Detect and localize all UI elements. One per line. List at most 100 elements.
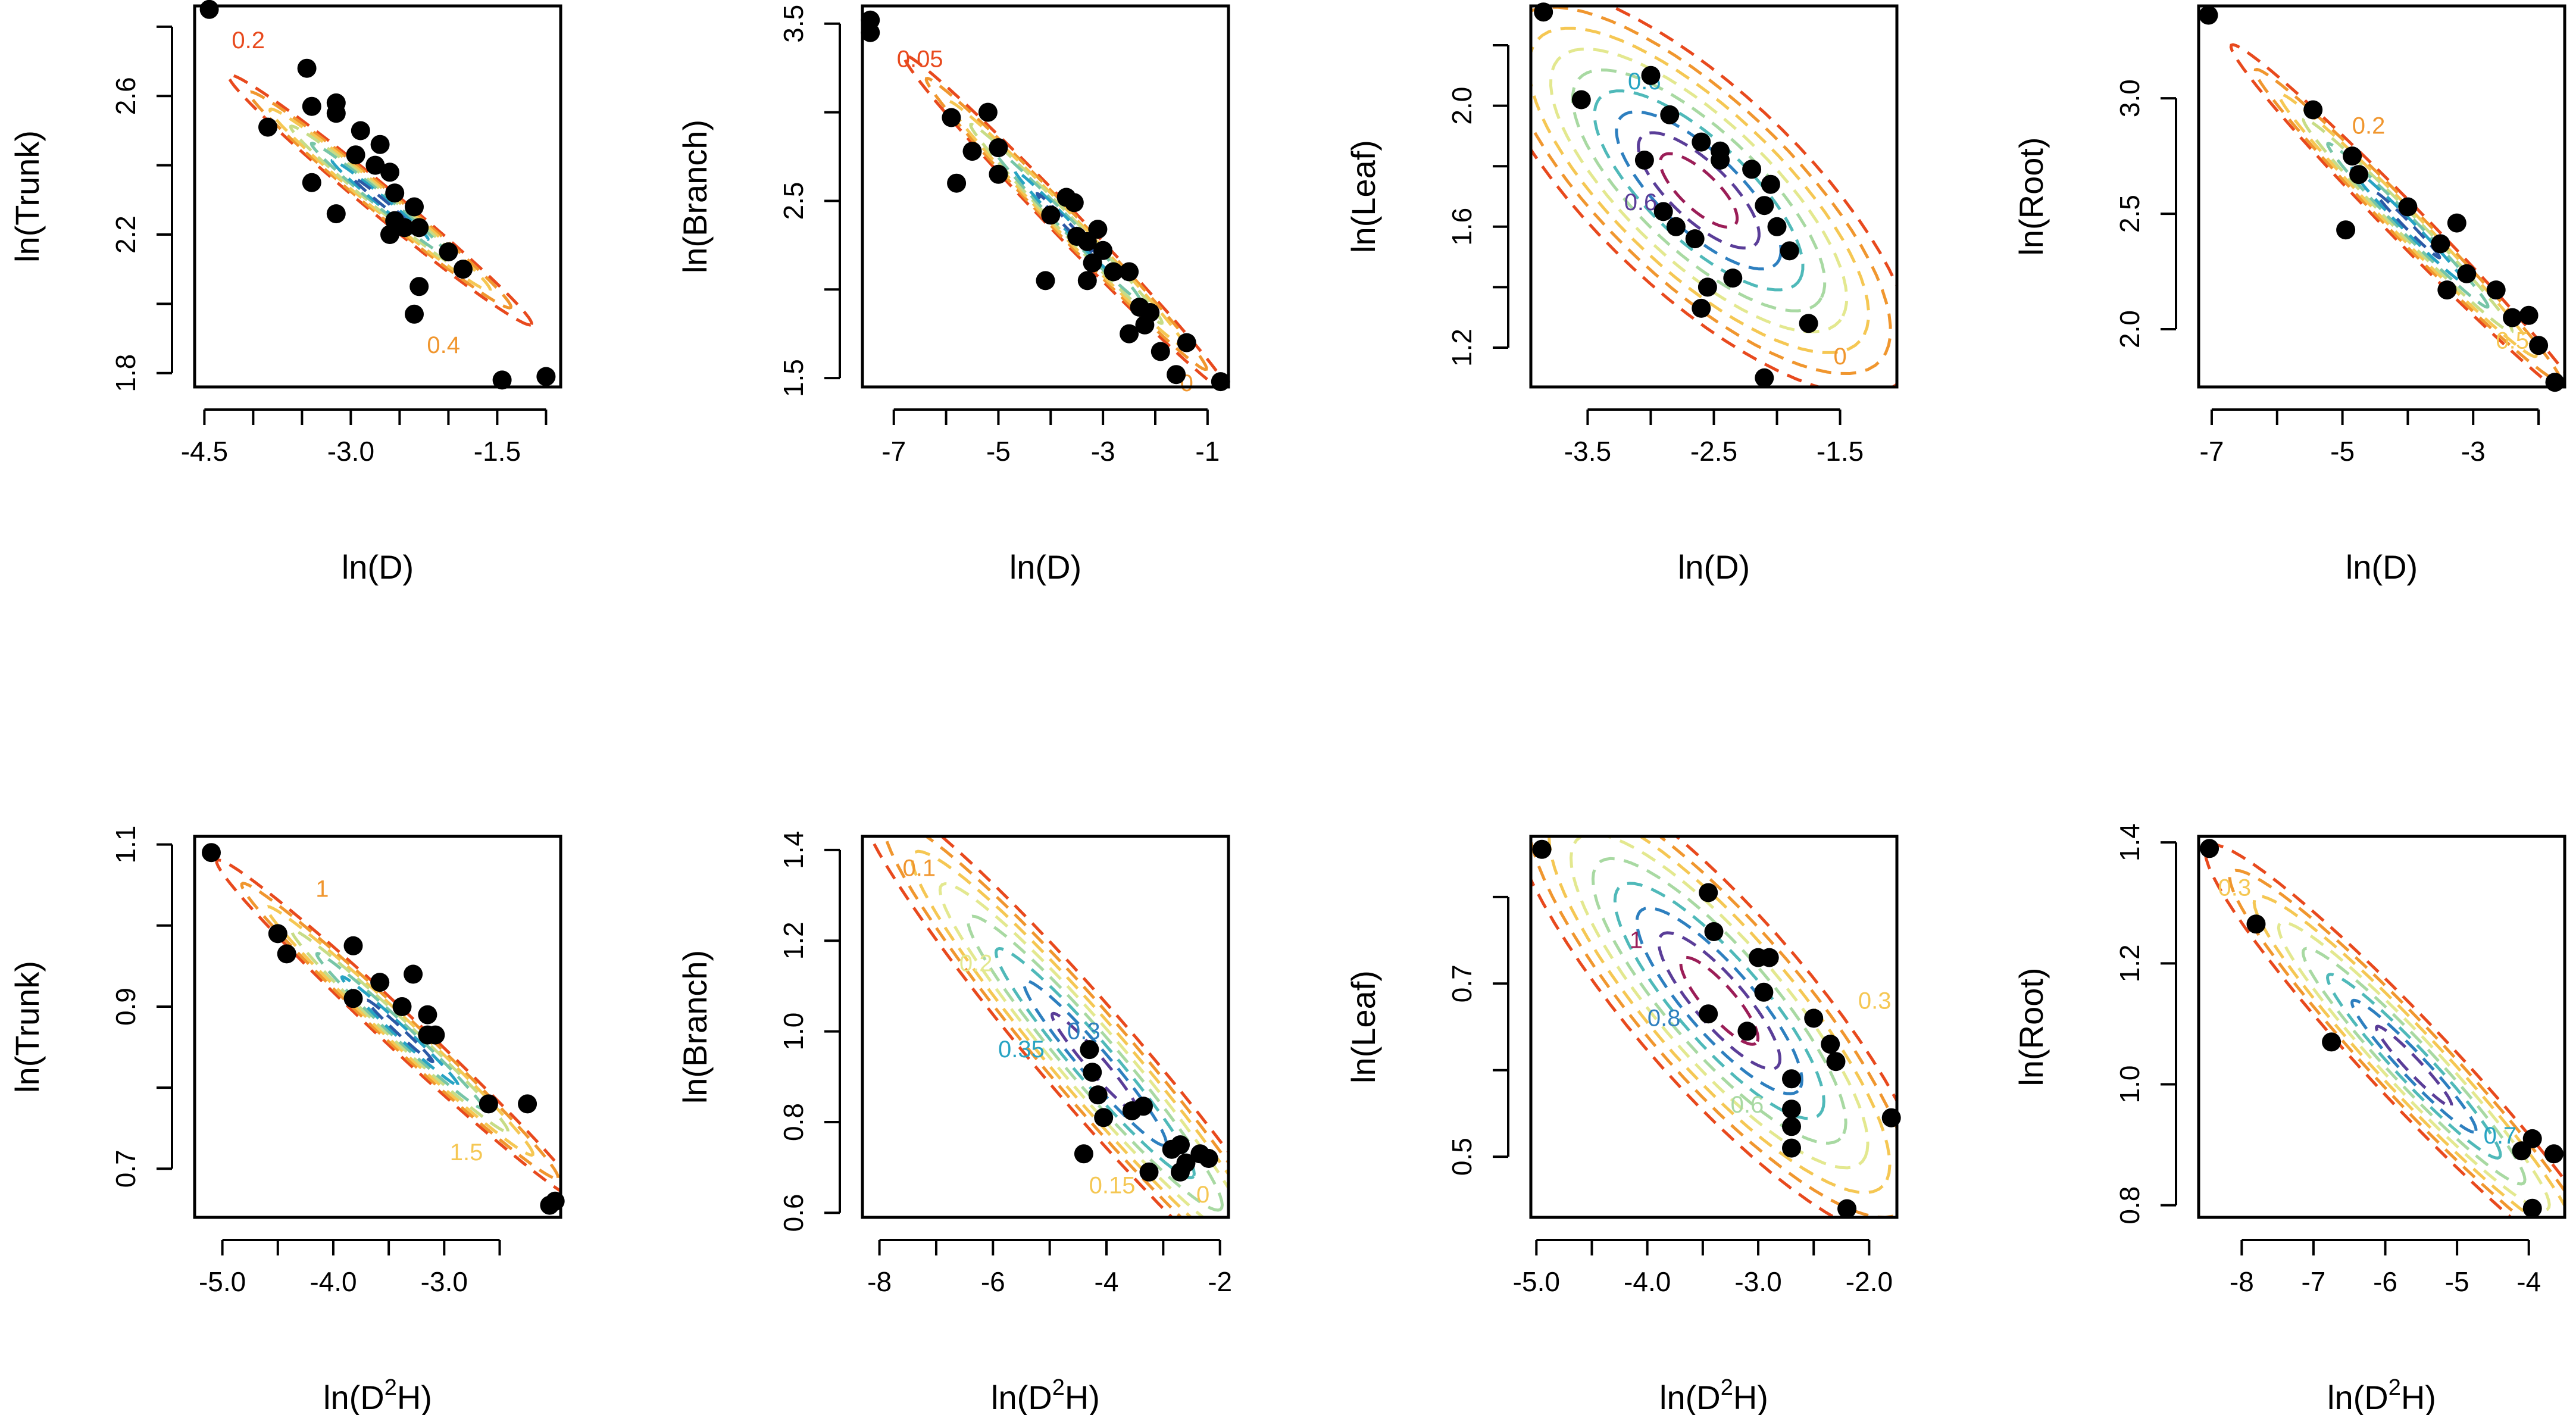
data-point	[405, 304, 424, 324]
data-point	[1754, 982, 1774, 1002]
data-point	[1699, 1004, 1718, 1024]
data-point	[2343, 146, 2362, 166]
contour-level-0-4	[2302, 117, 2514, 334]
data-point	[1782, 1069, 1801, 1089]
data-point	[380, 163, 399, 182]
data-point	[1171, 1162, 1190, 1182]
contour-level-0-35	[1036, 192, 1098, 256]
y-axis-title: ln(Leaf)	[1345, 970, 1382, 1083]
plot-frame	[1529, 835, 1899, 1219]
data-point	[1692, 132, 1711, 152]
contour-level-0-5	[215, 858, 561, 1194]
x-tick-label: -1.5	[1817, 436, 1864, 467]
data-point	[1660, 105, 1680, 124]
x-tick-label: -1	[1195, 436, 1220, 467]
plot-frame	[193, 835, 562, 1219]
data-point	[1666, 217, 1686, 236]
x-tick-label: -5	[2330, 436, 2355, 467]
data-point	[351, 121, 370, 140]
data-point	[1704, 922, 1724, 941]
data-point	[1151, 342, 1170, 361]
data-point	[2199, 5, 2218, 25]
x-tick-label: -5.0	[199, 1266, 246, 1297]
y-tick-label: 1.0	[2114, 1066, 2145, 1104]
data-point	[1826, 1052, 1846, 1072]
contour-level-0-5	[2326, 142, 2490, 309]
data-point	[1723, 268, 1743, 288]
data-point	[1782, 1099, 1801, 1119]
x-tick-label: -8	[867, 1266, 892, 1297]
x-tick-label: -7	[881, 436, 906, 467]
y-tick-label: 1.2	[778, 922, 809, 960]
data-point	[392, 997, 412, 1016]
x-axis-title: ln(D)	[342, 548, 414, 586]
y-axis-title: ln(Root)	[2012, 967, 2050, 1086]
data-point	[1167, 365, 1186, 385]
contour-level-0-6	[268, 107, 492, 293]
x-tick-label: -8	[2230, 1266, 2254, 1297]
data-point	[426, 1025, 445, 1045]
x-tick-label: -3.0	[1734, 1266, 1781, 1297]
contour-group	[2203, 842, 2565, 1217]
data-point	[536, 367, 556, 386]
data-point	[365, 155, 385, 175]
data-point	[2398, 197, 2418, 217]
contour-label: 0.2	[2352, 113, 2386, 139]
data-point	[2200, 839, 2219, 858]
plot-frame	[193, 4, 562, 389]
y-tick-label: 0.8	[778, 1103, 809, 1141]
data-point	[479, 1094, 498, 1114]
data-point	[1641, 65, 1661, 85]
data-point	[962, 142, 982, 161]
contour-group	[1531, 6, 1897, 387]
x-tick-label: -4	[1095, 1266, 1119, 1297]
contour-label: 0.05	[897, 46, 943, 72]
data-point	[1120, 324, 1139, 343]
x-tick-label: -3	[2461, 436, 2486, 467]
y-tick-label: 2.0	[2114, 310, 2145, 348]
contour-level-0-5	[1569, 836, 1870, 1170]
data-point	[1080, 1040, 1099, 1060]
x-tick-label: -2.0	[1846, 1266, 1893, 1297]
data-point	[1761, 174, 1780, 194]
contour-level-0-3	[1549, 48, 1849, 333]
data-point	[1799, 314, 1818, 333]
data-point	[302, 173, 321, 192]
contour-label: 0.2	[959, 950, 993, 976]
contour-label: 1	[1630, 927, 1643, 954]
y-tick-label: 1.8	[110, 354, 141, 392]
data-point	[1077, 271, 1097, 291]
contour-label: 0.6	[1731, 1092, 1764, 1118]
data-point	[1088, 1085, 1108, 1105]
data-point	[2246, 914, 2266, 934]
contour-level-1-2	[330, 158, 430, 242]
data-point	[2544, 1144, 2564, 1164]
data-point	[439, 242, 458, 262]
contour-level-0-4	[2277, 920, 2551, 1212]
contour-level-0-4	[1051, 1011, 1140, 1115]
y-axis-title: ln(Leaf)	[1345, 140, 1382, 253]
data-point	[370, 973, 390, 992]
data-point	[2322, 1032, 2341, 1052]
data-point	[518, 1094, 537, 1114]
contour-level-0-2	[938, 882, 1228, 1217]
plot-frame	[2197, 4, 2566, 389]
data-point	[978, 102, 998, 122]
data-point	[380, 225, 399, 244]
contour-level-2-5	[315, 951, 484, 1110]
data-point	[268, 924, 287, 944]
x-tick-label: -4	[2516, 1266, 2541, 1297]
x-axis-title: ln(D2H)	[2327, 1375, 2436, 1415]
data-point	[404, 964, 423, 984]
contour-level-0-7	[2374, 191, 2441, 260]
contour-level-0-6	[1591, 857, 1847, 1145]
data-point	[326, 104, 346, 123]
contour-level-0-7	[2350, 998, 2478, 1134]
data-point	[1134, 1097, 1153, 1116]
contour-level-0-2	[2228, 869, 2565, 1217]
y-tick-label: 1.2	[2114, 944, 2145, 982]
contour-label: 0	[1833, 343, 1846, 370]
y-tick-label: 1.4	[778, 831, 809, 869]
x-tick-label: -2	[1208, 1266, 1232, 1297]
data-point	[861, 23, 880, 42]
